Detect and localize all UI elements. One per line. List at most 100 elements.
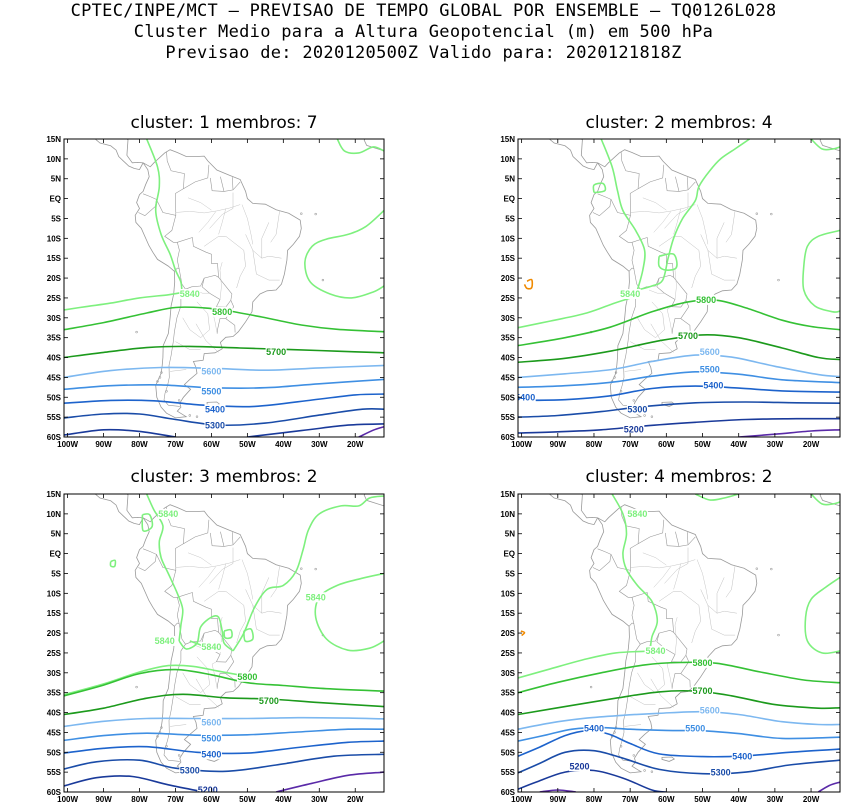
lat-tick-label: 30S: [501, 314, 516, 323]
panel-title-1: cluster: 1 membros: 7: [130, 113, 318, 133]
contour-line-5600: [64, 716, 384, 728]
lat-tick-label: 15S: [501, 254, 516, 263]
map-content: 5840 5800 5700 5600 5500 5400 5300: [64, 139, 384, 437]
country-border: [637, 519, 665, 544]
state-border: [664, 547, 689, 584]
contour-label: 5400: [205, 404, 225, 414]
state-border: [252, 250, 280, 281]
river-line: [642, 552, 667, 566]
contour-line-5840: [109, 559, 117, 568]
lon-tick-label: 90W: [95, 440, 112, 449]
lat-tick-label: 30S: [501, 669, 516, 678]
island: [165, 390, 168, 393]
state-border: [637, 656, 665, 693]
contour-label-bg: [154, 636, 176, 646]
lon-tick-label: 60W: [658, 795, 675, 803]
map-panel-cluster-3: 5840 5840 5840 5840 5800 5700 5600 5500 54005300…: [46, 490, 385, 803]
lon-tick-label: 80W: [586, 795, 603, 803]
contour-label: 5400: [201, 750, 221, 760]
contour-line-5200: [518, 417, 840, 434]
contour-line-5800: [64, 668, 384, 697]
contour-line-5840: [600, 139, 646, 291]
country-border: [592, 548, 612, 572]
lat-tick-label: 20S: [501, 274, 516, 283]
lon-tick-label: 20W: [803, 440, 820, 449]
river-line: [673, 563, 682, 590]
river-line: [673, 208, 682, 235]
contour-label-bg: [157, 508, 179, 519]
island: [160, 371, 163, 374]
river-line: [218, 563, 227, 590]
contour-label: 5300: [205, 420, 225, 430]
state-border: [716, 255, 737, 259]
contour-line-5200: [247, 423, 384, 437]
contour-label-bg: [692, 657, 713, 668]
lon-tick-label: 70W: [167, 795, 184, 803]
island: [177, 754, 181, 757]
lat-tick-label: 35S: [47, 689, 62, 698]
map-panel-cluster-4: 5840584058005700560055005400540053005200…: [500, 490, 841, 803]
lat-tick-label: 5N: [505, 175, 515, 184]
country-border: [687, 532, 689, 545]
contour-label: 5840: [155, 636, 175, 646]
lat-tick-label: 15N: [46, 135, 61, 144]
map-background: [518, 139, 840, 437]
state-border: [270, 210, 280, 243]
lon-tick-label: 80W: [586, 440, 603, 449]
contour-line-5840: [810, 494, 840, 506]
island: [755, 567, 758, 570]
contour-line-5840: [304, 209, 384, 299]
lat-tick-label: 20S: [501, 629, 516, 638]
lon-tick-label: 90W: [550, 795, 567, 803]
lat-tick-label: 15S: [47, 254, 62, 263]
country-border: [216, 300, 235, 334]
panel-title-4: cluster: 4 membros: 2: [585, 467, 773, 487]
state-border: [245, 577, 270, 614]
lon-tick-label: 90W: [550, 440, 567, 449]
contour-label: 5800: [212, 307, 232, 317]
island: [643, 769, 646, 772]
island: [613, 376, 616, 379]
country-border: [220, 531, 225, 547]
country-border: [163, 644, 186, 762]
lat-tick-label: 10S: [501, 589, 516, 598]
state-border: [624, 724, 642, 727]
island: [650, 415, 654, 418]
state-border: [195, 323, 219, 353]
contour-label-bg: [305, 592, 327, 603]
lat-tick-label: 30S: [47, 314, 62, 323]
contour-label-bg: [569, 761, 590, 772]
contour-label-bg: [699, 346, 721, 357]
island: [632, 399, 636, 402]
contour-label: 5800: [696, 295, 716, 305]
state-border: [707, 250, 736, 281]
lat-tick-label: 55S: [501, 768, 516, 777]
lat-tick-label: 50S: [501, 393, 516, 402]
contour-label-bg: [619, 289, 641, 299]
map-background: [64, 139, 384, 437]
coastline: [134, 149, 302, 419]
country-border: [216, 655, 235, 689]
state-border: [700, 577, 725, 614]
state-border: [252, 605, 280, 636]
coastline: [661, 401, 676, 407]
country-border: [610, 199, 635, 272]
contour-label: 5840: [306, 593, 326, 603]
contour-label: 5400: [584, 724, 604, 734]
contour-line-5840: [611, 494, 659, 652]
island: [777, 278, 780, 282]
island: [613, 731, 616, 734]
state-border: [630, 341, 656, 350]
lat-tick-label: 35S: [47, 334, 62, 343]
island: [650, 770, 654, 773]
lon-tick-label: 70W: [622, 795, 639, 803]
lat-tick-label: 25S: [47, 649, 62, 658]
contour-line-5840: [243, 627, 254, 643]
map-panel-cluster-1: 5840 5800 5700 5600 5500 5400 5300 15N 10N 5N EQ 5S…: [46, 135, 385, 449]
island: [619, 745, 623, 748]
lat-tick-label: 10S: [501, 234, 516, 243]
lon-tick-label: 50W: [694, 440, 711, 449]
coastline-africa: [363, 139, 384, 152]
contour-line-5840: [694, 494, 739, 501]
